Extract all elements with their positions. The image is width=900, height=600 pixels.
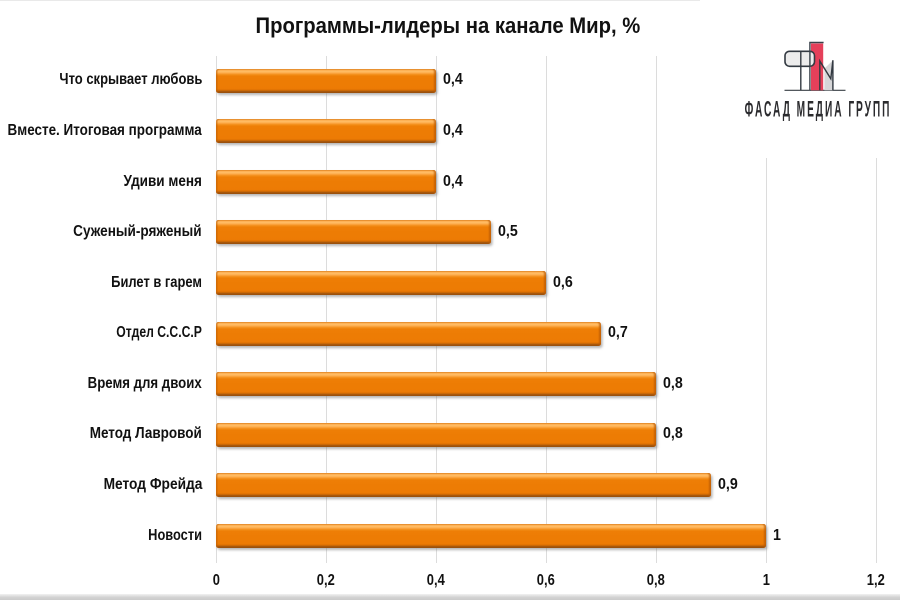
svg-text:ФАСАД МЕДИА ГРУПП: ФАСАД МЕДИА ГРУПП [745, 96, 892, 122]
